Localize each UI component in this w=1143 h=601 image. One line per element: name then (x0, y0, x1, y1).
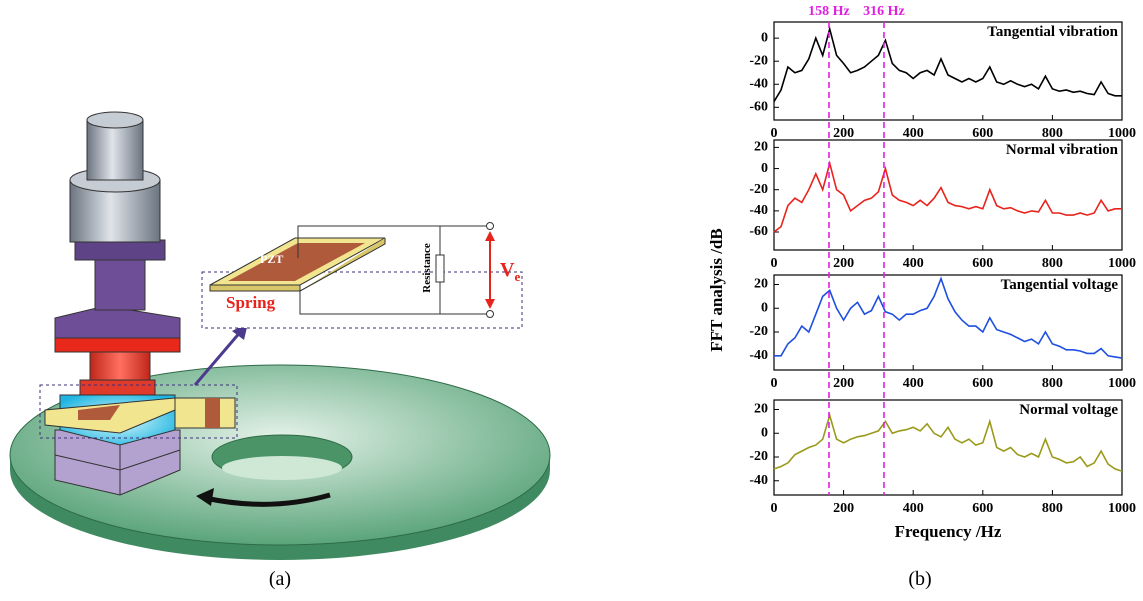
terminal (486, 222, 494, 230)
x-tick-label: 800 (1042, 256, 1063, 271)
y-tick-label: -20 (749, 449, 768, 464)
x-tick-label: 800 (1042, 376, 1063, 391)
x-tick-label: 800 (1042, 126, 1063, 141)
series-label: Tangential voltage (1001, 277, 1119, 293)
x-tick-label: 200 (833, 256, 854, 271)
y-tick-label: 20 (754, 402, 768, 417)
line (773, 25, 1122, 103)
resistance-label: Resistance (421, 243, 433, 293)
x-tick-label: 0 (771, 376, 778, 391)
x-tick-label: 1000 (1108, 501, 1136, 516)
line (773, 412, 1123, 473)
x-tick-label: 1000 (1108, 126, 1136, 141)
plot-frame (773, 399, 1123, 496)
y-tick-label: -40 (749, 203, 768, 218)
y-tick-label: -20 (749, 182, 768, 197)
y-tick-label: 0 (761, 161, 768, 176)
cylinder-top (86, 111, 144, 129)
voltage-subscript: e (514, 269, 520, 284)
x-tick-label: 600 (972, 376, 993, 391)
x-tick-label: 800 (1042, 501, 1063, 516)
terminal (486, 310, 494, 318)
y-tick-label: -60 (749, 224, 768, 239)
y-tick-label: 0 (761, 425, 768, 440)
y-tick-label: -40 (749, 473, 768, 488)
x-tick-label: 600 (972, 501, 993, 516)
purple-neck (94, 254, 146, 311)
y-tick-label: -20 (749, 324, 768, 339)
y-tick-label: -20 (749, 53, 768, 68)
x-tick-label: 0 (771, 501, 778, 516)
reference-label: 316 Hz (863, 4, 905, 19)
spring-label: Spring (226, 293, 276, 312)
line (774, 276, 1123, 359)
pzt-patch (78, 405, 120, 420)
x-tick-label: 0 (771, 126, 778, 141)
x-axis-label: Frequency /Hz (895, 522, 1002, 541)
y-tick-label: 0 (761, 30, 768, 45)
diagram: PZT Spring Resistance Ve (9, 111, 551, 560)
x-tick-label: 200 (833, 376, 854, 391)
x-tick-label: 1000 (1108, 256, 1136, 271)
inset-spring-side (299, 238, 386, 292)
circuit-wires (297, 225, 490, 315)
x-tick-label: 400 (903, 376, 924, 391)
x-tick-label: 600 (972, 126, 993, 141)
focus-box (39, 384, 238, 439)
resistor (435, 254, 445, 283)
x-tick-label: 600 (972, 256, 993, 271)
voltage-main: V (500, 259, 515, 281)
reference-label: 158 Hz (808, 4, 850, 19)
purple-collar (74, 239, 166, 261)
pzt-label: PZT (260, 252, 283, 266)
y-tick-label: -40 (749, 348, 768, 363)
red-collar (79, 379, 156, 396)
y-tick-label: -60 (749, 100, 768, 115)
series-label: Normal vibration (1006, 142, 1119, 158)
caption: (a) (269, 568, 291, 590)
arrowhead (196, 488, 214, 506)
plot-frame (773, 139, 1123, 251)
inset-pzt (228, 243, 365, 281)
callout-arrow (193, 329, 244, 386)
series-label: Tangential vibration (987, 24, 1118, 40)
x-tick-label: 1000 (1108, 376, 1136, 391)
plot-frame (773, 21, 1123, 121)
y-tick-label: -40 (749, 76, 768, 91)
rotation-arrow (204, 492, 331, 507)
caption: (b) (908, 568, 931, 590)
line (773, 160, 1122, 233)
x-tick-label: 200 (833, 501, 854, 516)
x-tick-label: 400 (903, 501, 924, 516)
x-tick-label: 200 (833, 126, 854, 141)
y-tick-label: 20 (754, 277, 768, 292)
y-tick-label: 20 (754, 140, 768, 155)
y-axis-label: FFT analysis /dB (707, 228, 726, 351)
voltage-label: Ve (500, 259, 520, 284)
inset-spring-edge (209, 284, 301, 292)
cylinder-upper (86, 119, 144, 181)
pzt-tip (205, 398, 220, 428)
series-label: Normal voltage (1019, 402, 1118, 418)
x-tick-label: 0 (771, 256, 778, 271)
x-tick-label: 400 (903, 256, 924, 271)
hole-floor (222, 456, 342, 480)
x-tick-label: 400 (903, 126, 924, 141)
plot-frame (773, 274, 1123, 371)
red-plate (54, 337, 181, 353)
purple-plate (54, 305, 181, 339)
y-tick-label: 0 (761, 300, 768, 315)
